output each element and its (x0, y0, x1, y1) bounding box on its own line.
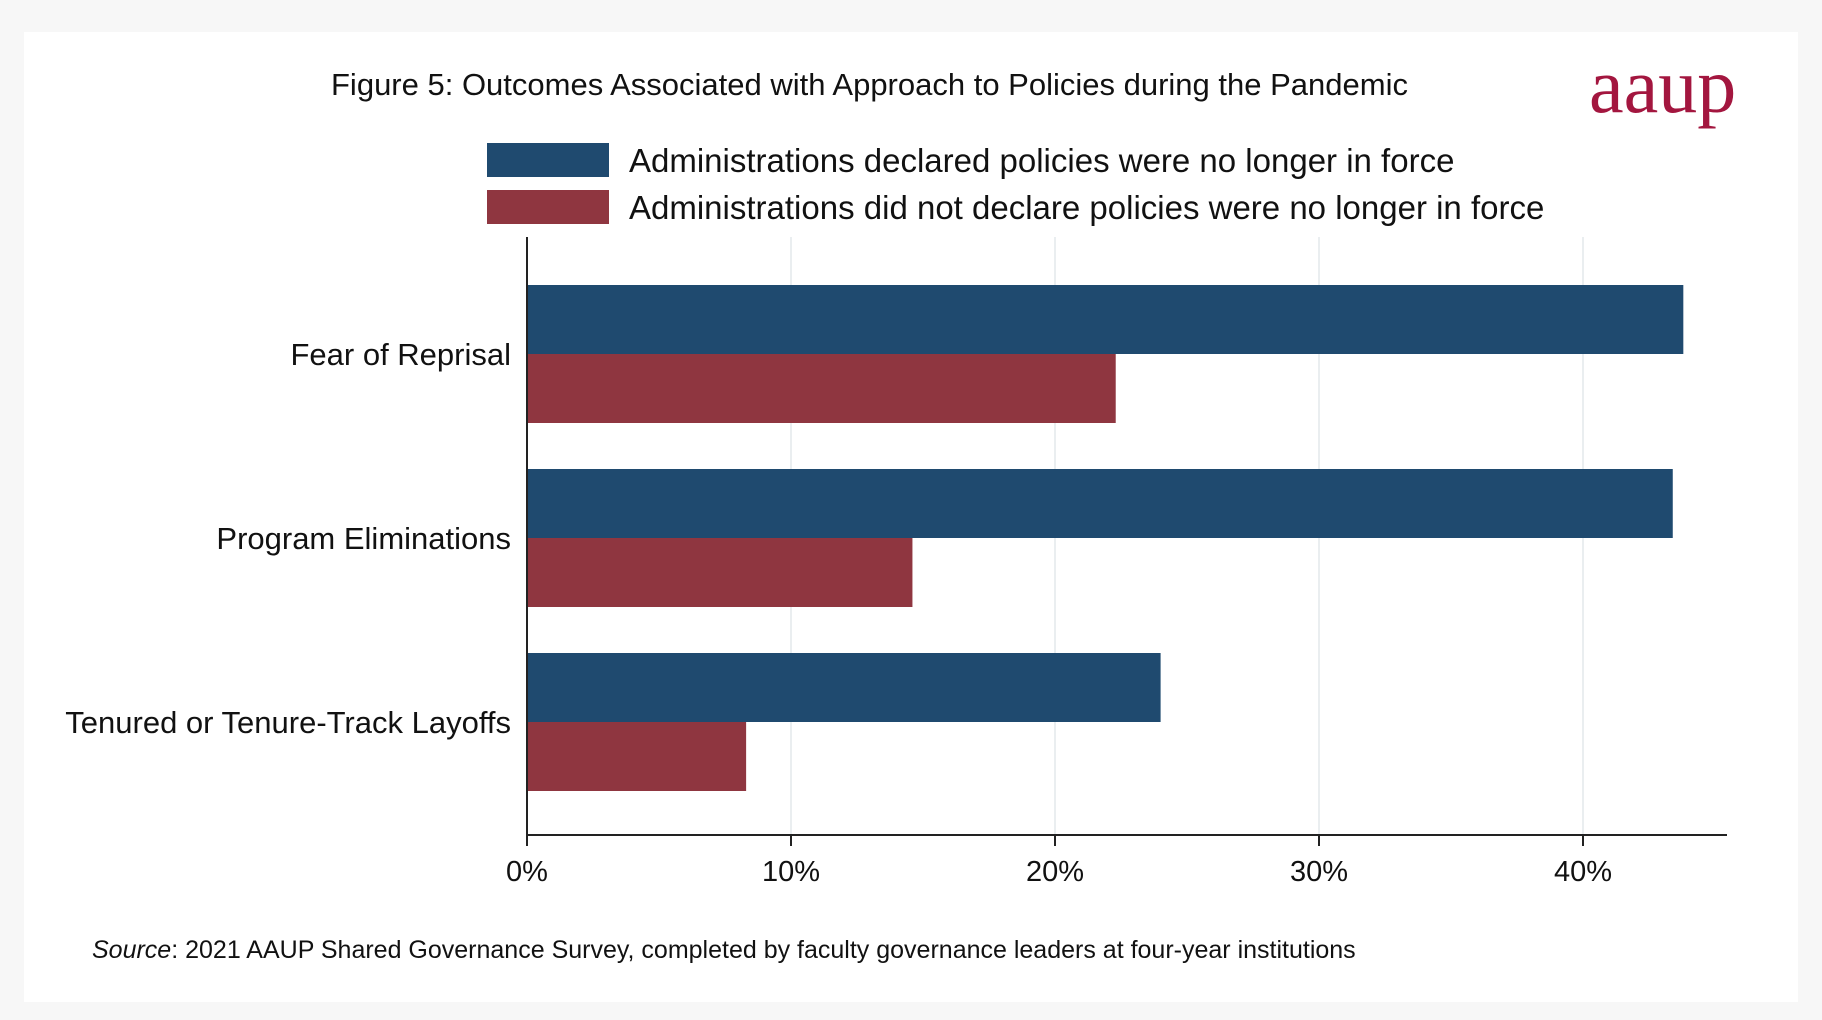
labels: Fear of Reprisal Program Eliminations Tenu… (65, 337, 1612, 888)
legend-swatch-declared (487, 143, 609, 177)
figure-panel: Fear of Reprisal Program Eliminations Tenu… (24, 32, 1798, 1002)
bar-not-declared-1 (527, 354, 1116, 423)
bars (527, 285, 1684, 791)
x-tick-label-0: 0% (506, 856, 548, 888)
legend: Administrations declared policies were n… (487, 142, 1544, 226)
x-tick-label-40: 40% (1554, 856, 1612, 888)
source-label: Source (92, 936, 172, 964)
category-label-1: Fear of Reprisal (290, 337, 511, 372)
aaup-logo: aaup (1589, 42, 1736, 129)
bar-declared-3 (527, 653, 1161, 722)
source-note: Source: 2021 AAUP Shared Governance Surv… (92, 936, 1356, 965)
x-tick-label-10: 10% (762, 856, 820, 888)
bar-chart: Fear of Reprisal Program Eliminations Tenu… (65, 42, 1736, 888)
x-tick-label-20: 20% (1026, 856, 1084, 888)
source-text: : 2021 AAUP Shared Governance Survey, co… (171, 936, 1356, 964)
axes (526, 237, 1727, 846)
category-label-3: Tenured or Tenure-Track Layoffs (65, 705, 511, 740)
x-tick-label-30: 30% (1290, 856, 1348, 888)
chart-title: Figure 5: Outcomes Associated with Appro… (331, 67, 1408, 102)
legend-label-declared: Administrations declared policies were n… (629, 142, 1454, 179)
bar-declared-2 (527, 469, 1673, 538)
bar-not-declared-2 (527, 538, 913, 607)
bar-declared-1 (527, 285, 1684, 354)
legend-swatch-not-declared (487, 190, 609, 224)
bar-not-declared-3 (527, 722, 747, 791)
legend-label-not-declared: Administrations did not declare policies… (629, 189, 1544, 226)
category-label-2: Program Eliminations (216, 521, 511, 556)
